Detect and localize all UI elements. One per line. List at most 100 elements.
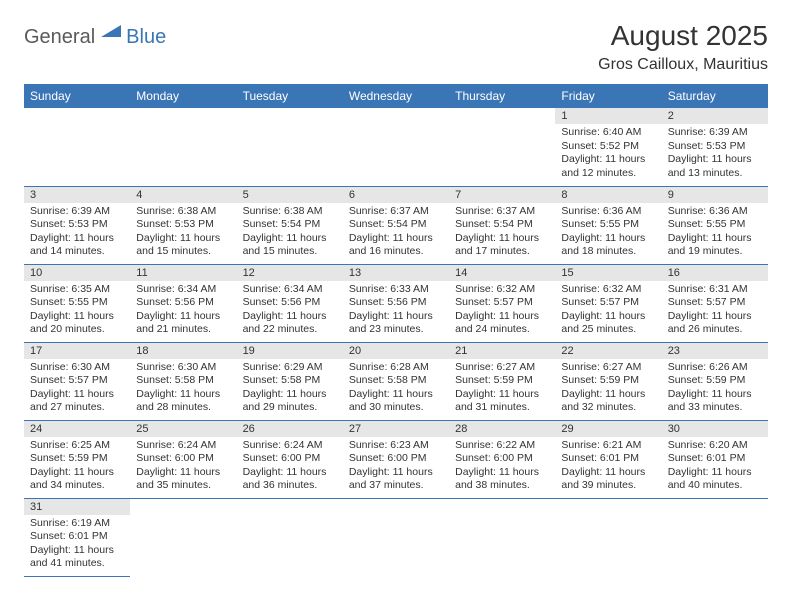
sunrise-text: Sunrise: 6:23 AM xyxy=(349,439,443,453)
day-number: 13 xyxy=(343,265,449,281)
day-content: Sunrise: 6:38 AMSunset: 5:54 PMDaylight:… xyxy=(237,203,343,264)
calendar-cell: 11Sunrise: 6:34 AMSunset: 5:56 PMDayligh… xyxy=(130,264,236,342)
daylight-text: Daylight: 11 hours and 12 minutes. xyxy=(561,153,655,180)
sunrise-text: Sunrise: 6:30 AM xyxy=(136,361,230,375)
daylight-text: Daylight: 11 hours and 36 minutes. xyxy=(243,466,337,493)
logo-text-blue: Blue xyxy=(126,26,166,49)
day-number: 6 xyxy=(343,187,449,203)
calendar-cell: 2Sunrise: 6:39 AMSunset: 5:53 PMDaylight… xyxy=(662,108,768,186)
calendar-cell xyxy=(24,108,130,186)
day-content: Sunrise: 6:19 AMSunset: 6:01 PMDaylight:… xyxy=(24,515,130,576)
day-content: Sunrise: 6:30 AMSunset: 5:58 PMDaylight:… xyxy=(130,359,236,420)
day-content: Sunrise: 6:32 AMSunset: 5:57 PMDaylight:… xyxy=(449,281,555,342)
sunset-text: Sunset: 5:57 PM xyxy=(561,296,655,310)
daylight-text: Daylight: 11 hours and 35 minutes. xyxy=(136,466,230,493)
day-content: Sunrise: 6:35 AMSunset: 5:55 PMDaylight:… xyxy=(24,281,130,342)
sunrise-text: Sunrise: 6:26 AM xyxy=(668,361,762,375)
location: Gros Cailloux, Mauritius xyxy=(598,56,768,74)
header: General Blue August 2025 Gros Cailloux, … xyxy=(24,20,768,74)
sunset-text: Sunset: 5:59 PM xyxy=(668,374,762,388)
calendar-cell: 18Sunrise: 6:30 AMSunset: 5:58 PMDayligh… xyxy=(130,342,236,420)
sunrise-text: Sunrise: 6:34 AM xyxy=(243,283,337,297)
day-number: 2 xyxy=(662,108,768,124)
sunset-text: Sunset: 5:59 PM xyxy=(561,374,655,388)
day-content: Sunrise: 6:36 AMSunset: 5:55 PMDaylight:… xyxy=(662,203,768,264)
day-content: Sunrise: 6:26 AMSunset: 5:59 PMDaylight:… xyxy=(662,359,768,420)
weekday-header: Thursday xyxy=(449,84,555,108)
daylight-text: Daylight: 11 hours and 26 minutes. xyxy=(668,310,762,337)
sunrise-text: Sunrise: 6:24 AM xyxy=(243,439,337,453)
day-number: 20 xyxy=(343,343,449,359)
calendar-cell: 26Sunrise: 6:24 AMSunset: 6:00 PMDayligh… xyxy=(237,420,343,498)
calendar-cell: 8Sunrise: 6:36 AMSunset: 5:55 PMDaylight… xyxy=(555,186,661,264)
day-number: 30 xyxy=(662,421,768,437)
sunset-text: Sunset: 5:58 PM xyxy=(243,374,337,388)
sunrise-text: Sunrise: 6:39 AM xyxy=(668,126,762,140)
day-number: 22 xyxy=(555,343,661,359)
daylight-text: Daylight: 11 hours and 40 minutes. xyxy=(668,466,762,493)
sunrise-text: Sunrise: 6:29 AM xyxy=(243,361,337,375)
calendar-cell: 24Sunrise: 6:25 AMSunset: 5:59 PMDayligh… xyxy=(24,420,130,498)
sunset-text: Sunset: 5:56 PM xyxy=(349,296,443,310)
day-number: 4 xyxy=(130,187,236,203)
day-number: 16 xyxy=(662,265,768,281)
calendar-cell xyxy=(130,498,236,576)
calendar-cell xyxy=(343,498,449,576)
day-number: 14 xyxy=(449,265,555,281)
weekday-header: Friday xyxy=(555,84,661,108)
day-number: 28 xyxy=(449,421,555,437)
daylight-text: Daylight: 11 hours and 34 minutes. xyxy=(30,466,124,493)
logo-text-general: General xyxy=(24,26,95,49)
daylight-text: Daylight: 11 hours and 33 minutes. xyxy=(668,388,762,415)
day-number: 27 xyxy=(343,421,449,437)
sunset-text: Sunset: 5:56 PM xyxy=(136,296,230,310)
sunrise-text: Sunrise: 6:20 AM xyxy=(668,439,762,453)
day-content: Sunrise: 6:34 AMSunset: 5:56 PMDaylight:… xyxy=(130,281,236,342)
day-content: Sunrise: 6:37 AMSunset: 5:54 PMDaylight:… xyxy=(449,203,555,264)
daylight-text: Daylight: 11 hours and 37 minutes. xyxy=(349,466,443,493)
day-number: 17 xyxy=(24,343,130,359)
day-number: 23 xyxy=(662,343,768,359)
day-number: 8 xyxy=(555,187,661,203)
day-number: 21 xyxy=(449,343,555,359)
day-number: 5 xyxy=(237,187,343,203)
sunrise-text: Sunrise: 6:35 AM xyxy=(30,283,124,297)
day-number: 29 xyxy=(555,421,661,437)
sunrise-text: Sunrise: 6:30 AM xyxy=(30,361,124,375)
day-number: 19 xyxy=(237,343,343,359)
day-content: Sunrise: 6:27 AMSunset: 5:59 PMDaylight:… xyxy=(555,359,661,420)
daylight-text: Daylight: 11 hours and 39 minutes. xyxy=(561,466,655,493)
sunrise-text: Sunrise: 6:37 AM xyxy=(349,205,443,219)
daylight-text: Daylight: 11 hours and 20 minutes. xyxy=(30,310,124,337)
sunset-text: Sunset: 5:53 PM xyxy=(668,140,762,154)
day-content: Sunrise: 6:36 AMSunset: 5:55 PMDaylight:… xyxy=(555,203,661,264)
day-content: Sunrise: 6:24 AMSunset: 6:00 PMDaylight:… xyxy=(130,437,236,498)
day-content: Sunrise: 6:39 AMSunset: 5:53 PMDaylight:… xyxy=(662,124,768,185)
sunset-text: Sunset: 5:52 PM xyxy=(561,140,655,154)
sunset-text: Sunset: 5:58 PM xyxy=(349,374,443,388)
sunset-text: Sunset: 5:59 PM xyxy=(455,374,549,388)
daylight-text: Daylight: 11 hours and 13 minutes. xyxy=(668,153,762,180)
sunrise-text: Sunrise: 6:34 AM xyxy=(136,283,230,297)
sunset-text: Sunset: 5:57 PM xyxy=(668,296,762,310)
daylight-text: Daylight: 11 hours and 21 minutes. xyxy=(136,310,230,337)
day-content: Sunrise: 6:32 AMSunset: 5:57 PMDaylight:… xyxy=(555,281,661,342)
daylight-text: Daylight: 11 hours and 22 minutes. xyxy=(243,310,337,337)
day-content: Sunrise: 6:31 AMSunset: 5:57 PMDaylight:… xyxy=(662,281,768,342)
sunrise-text: Sunrise: 6:39 AM xyxy=(30,205,124,219)
sunset-text: Sunset: 5:56 PM xyxy=(243,296,337,310)
sunrise-text: Sunrise: 6:28 AM xyxy=(349,361,443,375)
calendar-cell xyxy=(662,498,768,576)
page-title: August 2025 xyxy=(598,20,768,52)
daylight-text: Daylight: 11 hours and 32 minutes. xyxy=(561,388,655,415)
daylight-text: Daylight: 11 hours and 41 minutes. xyxy=(30,544,124,571)
calendar-cell xyxy=(343,108,449,186)
sunset-text: Sunset: 6:00 PM xyxy=(136,452,230,466)
day-number: 7 xyxy=(449,187,555,203)
day-number: 11 xyxy=(130,265,236,281)
sunset-text: Sunset: 6:01 PM xyxy=(668,452,762,466)
calendar-head: SundayMondayTuesdayWednesdayThursdayFrid… xyxy=(24,84,768,108)
calendar-cell: 21Sunrise: 6:27 AMSunset: 5:59 PMDayligh… xyxy=(449,342,555,420)
sunrise-text: Sunrise: 6:22 AM xyxy=(455,439,549,453)
weekday-header: Sunday xyxy=(24,84,130,108)
